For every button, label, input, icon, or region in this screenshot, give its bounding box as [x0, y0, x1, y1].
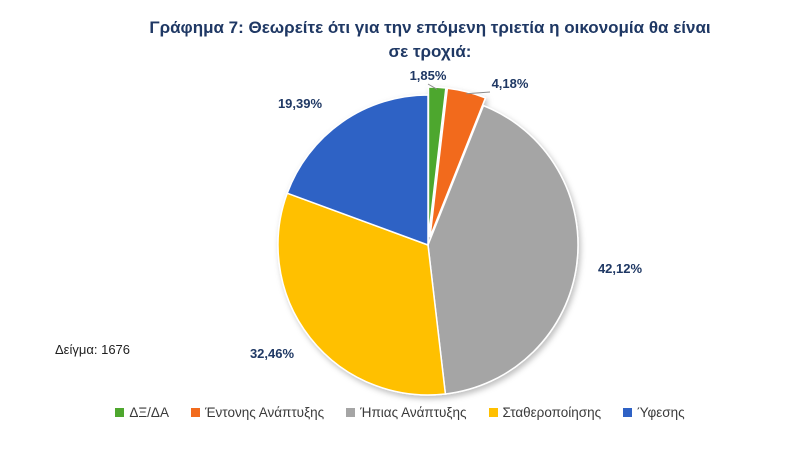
legend-item-recession: Ύφεσης	[623, 405, 685, 420]
legend-swatch	[346, 408, 356, 417]
legend-item-strong-growth: Έντονης Ανάπτυξης	[190, 405, 325, 420]
label-leader-line-strong-growth	[466, 91, 491, 95]
sample-size-note: Δείγμα: 1676	[55, 342, 131, 357]
legend-label: Σταθεροποίησης	[502, 405, 602, 420]
data-label-dk-da: 1,85%	[410, 68, 447, 83]
pie-slice-mild-growth	[427, 104, 579, 395]
legend-item-stabilization: Σταθεροποίησης	[488, 405, 602, 420]
data-label-stabilization: 32,46%	[250, 346, 295, 361]
data-label-mild-growth: 42,12%	[598, 261, 643, 276]
legend-swatch	[190, 408, 200, 417]
legend-item-dk-da: ΔΞ/ΔΑ	[115, 405, 169, 420]
pie-slice-dk-da	[427, 86, 447, 238]
legend-label: Έντονης Ανάπτυξης	[204, 405, 325, 420]
legend-swatch	[488, 408, 498, 417]
legend-swatch	[623, 408, 633, 417]
pie-slice-recession	[286, 94, 429, 247]
data-label-recession: 19,39%	[278, 96, 323, 111]
data-label-strong-growth: 4,18%	[492, 76, 529, 91]
label-leader-line-dk-da	[427, 83, 438, 90]
chart-title: Γράφημα 7: Θεωρείτε ότι για την επόμενη …	[149, 18, 711, 61]
chart-legend: ΔΞ/ΔΑ Έντονης Ανάπτυξης Ήπιας Ανάπτυξης Στα…	[0, 405, 800, 420]
legend-swatch	[115, 408, 125, 417]
legend-label: Ήπιας Ανάπτυξης	[360, 405, 467, 420]
legend-label: Ύφεσης	[637, 405, 685, 420]
legend-label: ΔΞ/ΔΑ	[129, 405, 169, 420]
legend-item-mild-growth: Ήπιας Ανάπτυξης	[346, 405, 467, 420]
pie-slice-stabilization	[277, 192, 447, 396]
pie-slice-strong-growth	[429, 87, 487, 238]
